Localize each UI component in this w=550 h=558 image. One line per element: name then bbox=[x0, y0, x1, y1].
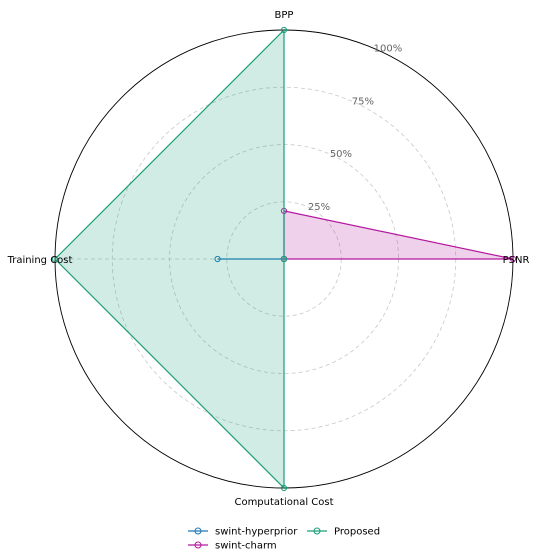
ring-label-25: 25% bbox=[308, 202, 330, 213]
legend-label-swint-charm: swint-charm bbox=[215, 541, 277, 552]
ring-label-100: 100% bbox=[374, 43, 403, 54]
series-point-Proposed-BPP bbox=[280, 26, 288, 34]
legend-marker-swint-hyperprior bbox=[194, 527, 202, 535]
axis-label-psnr: PSNR bbox=[503, 255, 530, 266]
legend-item-swint-hyperprior: swint-hyperprior bbox=[188, 527, 298, 538]
chart-legend: swint-hyperprior swint-charm Proposed bbox=[188, 527, 380, 552]
series-point-Proposed-PSNR bbox=[280, 255, 288, 263]
radar-series-layer bbox=[51, 26, 517, 492]
legend-label-swint-hyperprior: swint-hyperprior bbox=[215, 527, 298, 538]
series-area-Proposed bbox=[55, 30, 284, 488]
ring-label-50: 50% bbox=[330, 149, 352, 160]
series-point-Proposed-Training Cost bbox=[51, 255, 59, 263]
axis-label-bpp: BPP bbox=[275, 10, 294, 21]
ring-label-75: 75% bbox=[352, 96, 374, 107]
legend-marker-Proposed bbox=[313, 527, 321, 535]
series-line-Proposed bbox=[54, 28, 285, 490]
legend-item-Proposed: Proposed bbox=[307, 527, 380, 538]
series-Proposed bbox=[51, 26, 288, 492]
axis-label-computational-cost: Computational Cost bbox=[234, 497, 333, 508]
legend-marker-swint-charm bbox=[194, 541, 202, 549]
legend-item-swint-charm: swint-charm bbox=[188, 541, 277, 552]
radar-ring-labels: 25% 50% 75% 100% bbox=[308, 43, 402, 213]
series-point-swint-charm-PSNR bbox=[509, 255, 517, 263]
axis-label-training-cost: Training Cost bbox=[7, 255, 73, 266]
legend-label-Proposed: Proposed bbox=[334, 527, 380, 538]
series-point-swint-hyperprior-Training Cost bbox=[214, 255, 221, 263]
series-point-Proposed-Computational Cost bbox=[280, 484, 288, 492]
series-swint-charm bbox=[280, 207, 517, 263]
radar-axis-labels: PSNR BPP Training Cost Computational Cost bbox=[7, 10, 530, 508]
